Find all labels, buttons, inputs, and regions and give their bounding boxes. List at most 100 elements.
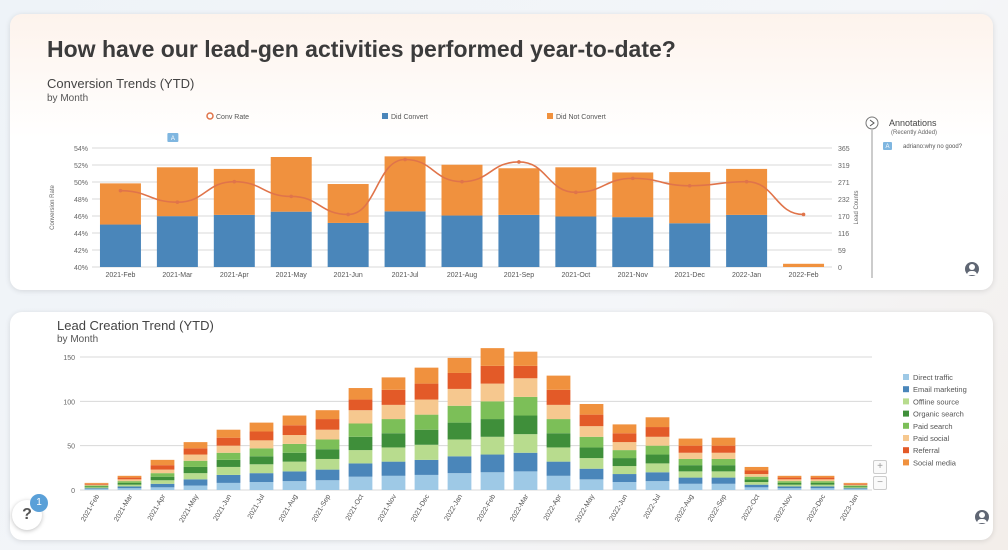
bar-did-convert xyxy=(384,211,426,267)
bar-segment xyxy=(315,458,340,470)
bar-segment xyxy=(645,417,670,428)
bar-segment xyxy=(480,383,505,402)
bar-segment xyxy=(381,433,406,448)
user-icon[interactable] xyxy=(975,510,989,524)
x-axis-tick-label: 2021-Dec xyxy=(410,493,431,523)
bar-segment xyxy=(315,419,340,430)
chevron-right-icon xyxy=(869,119,875,127)
bar-segment xyxy=(348,388,373,400)
bar-segment xyxy=(84,484,109,486)
bar-segment xyxy=(744,482,769,485)
legend-label: Conv Rate xyxy=(216,114,249,121)
conv-rate-point xyxy=(801,212,806,217)
bar-segment xyxy=(249,464,274,474)
bar-segment xyxy=(381,377,406,390)
left-axis-tick-label: 42% xyxy=(74,248,88,255)
bar-segment xyxy=(744,470,769,475)
bar-segment xyxy=(744,484,769,488)
bar-segment xyxy=(678,438,703,446)
bar-segment xyxy=(678,471,703,478)
bar-segment xyxy=(546,433,571,448)
page-title: How have our lead-gen activities perform… xyxy=(47,36,676,62)
bar-segment xyxy=(117,479,142,482)
bar-did-not-convert xyxy=(498,168,540,215)
bar-segment xyxy=(678,465,703,472)
legend-label: Did Not Convert xyxy=(556,114,606,121)
annotation-marker xyxy=(167,133,179,142)
x-axis-tick-label: 2022-Jul xyxy=(643,493,663,520)
bar-segment xyxy=(348,463,373,477)
legend-marker xyxy=(206,112,214,120)
right-axis-tick-label: 0 xyxy=(838,265,842,272)
bar-segment xyxy=(249,440,274,449)
bar-segment xyxy=(777,484,802,487)
bar-segment xyxy=(216,482,241,490)
legend-marker xyxy=(903,422,909,429)
bar-did-convert xyxy=(99,224,141,267)
bar-segment xyxy=(447,456,472,474)
bar-segment xyxy=(579,426,604,437)
left-axis-label: Conversion Rate xyxy=(50,184,56,229)
conv-rate-point xyxy=(175,200,180,204)
bar-segment xyxy=(579,447,604,459)
bar-segment xyxy=(480,401,505,420)
bar-segment xyxy=(579,414,604,427)
y-axis-tick-label: 0 xyxy=(71,488,75,495)
bar-segment xyxy=(612,474,637,483)
conv-rate-point xyxy=(403,157,407,162)
annotations-subtitle: (Recently Added) xyxy=(891,130,937,136)
bar-segment xyxy=(711,471,736,478)
legend-label: Email marketing xyxy=(913,385,967,394)
legend-marker xyxy=(903,410,909,417)
user-icon[interactable] xyxy=(965,262,979,276)
bar-did-convert xyxy=(726,214,768,267)
conv-rate-point xyxy=(460,179,464,184)
conv-rate-point xyxy=(118,188,123,193)
bar-segment xyxy=(843,488,868,490)
bar-segment xyxy=(480,348,505,366)
bar-segment xyxy=(810,488,835,490)
bar-segment xyxy=(216,429,241,438)
bar-segment xyxy=(447,388,472,406)
bar-segment xyxy=(513,415,538,435)
bar-segment xyxy=(249,473,274,483)
legend-label: Referral xyxy=(913,446,940,455)
bar-segment xyxy=(810,481,835,483)
x-axis-tick-label: 2022-Aug xyxy=(674,493,695,523)
right-axis-tick-label: 170 xyxy=(838,214,850,221)
bar-did-not-convert xyxy=(270,157,312,212)
conv-rate-point xyxy=(574,190,578,195)
bar-segment xyxy=(216,474,241,483)
bar-did-convert xyxy=(270,211,312,267)
bar-segment xyxy=(414,383,439,400)
bar-did-not-convert xyxy=(726,168,768,215)
bar-segment xyxy=(348,450,373,464)
x-axis-tick-label: 2022-Nov xyxy=(773,493,794,523)
left-axis-tick-label: 40% xyxy=(74,265,88,272)
bar-segment xyxy=(810,479,835,482)
x-axis-tick-label: 2021-Oct xyxy=(561,272,590,279)
legend-label: Paid search xyxy=(913,422,953,431)
x-axis-tick-label: 2021-May xyxy=(276,272,308,279)
bar-segment xyxy=(777,482,802,485)
bar-segment xyxy=(678,483,703,490)
annotation-marker-label: A xyxy=(171,136,175,142)
zoom-out-button[interactable]: − xyxy=(873,476,887,490)
bar-segment xyxy=(414,474,439,490)
x-axis-tick-label: 2021-Aug xyxy=(278,493,299,523)
bar-segment xyxy=(282,471,307,482)
bar-segment xyxy=(249,422,274,432)
bar-segment xyxy=(150,473,175,477)
bar-segment xyxy=(447,473,472,490)
bar-segment xyxy=(216,445,241,453)
bar-segment xyxy=(183,473,208,480)
bar-segment xyxy=(216,437,241,446)
annotation-list-text: adriano:why no good? xyxy=(903,144,963,150)
bar-segment xyxy=(711,452,736,459)
bar-segment xyxy=(579,458,604,469)
left-axis-tick-label: 52% xyxy=(74,163,88,170)
bar-segment xyxy=(843,486,868,488)
zoom-in-button[interactable]: + xyxy=(873,460,887,474)
bar-segment xyxy=(843,485,868,487)
x-axis-tick-label: 2021-Apr xyxy=(147,493,168,522)
